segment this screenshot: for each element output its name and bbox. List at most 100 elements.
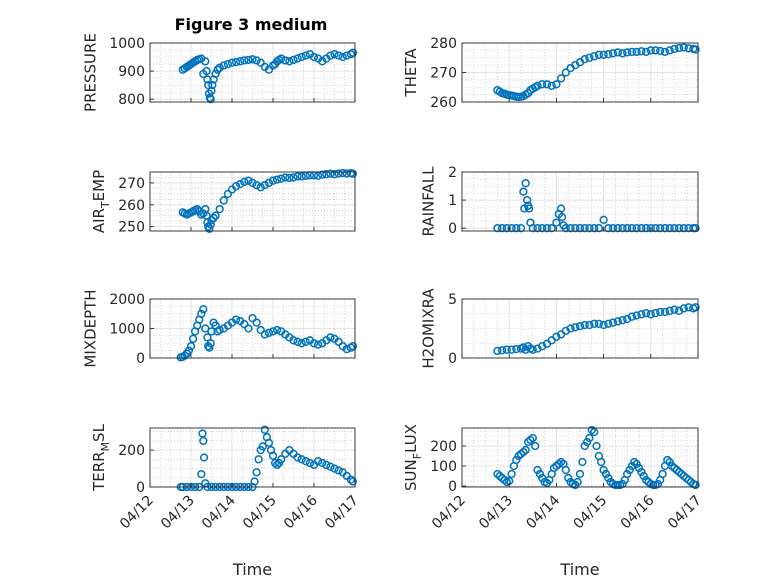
- data-point: [674, 224, 684, 233]
- data-point: [248, 55, 257, 64]
- data-point: [215, 204, 224, 214]
- data-point: [632, 311, 641, 320]
- data-point: [632, 47, 641, 57]
- data-point: [277, 455, 286, 464]
- data-point: [571, 323, 580, 332]
- data-point: [599, 215, 608, 224]
- data-point: [608, 318, 618, 327]
- axes-box: [461, 427, 699, 488]
- data-point: [346, 475, 356, 484]
- data-point: [289, 55, 298, 65]
- data-point: [651, 309, 660, 318]
- data-point: [542, 80, 552, 89]
- y-axis-label: TERRMSL: [90, 423, 112, 492]
- y-axis-label: THETA: [402, 48, 420, 98]
- data-point: [646, 310, 655, 319]
- data-point: [264, 178, 274, 188]
- y-tick-label: 270: [430, 66, 457, 82]
- data-point: [213, 65, 222, 74]
- data-point: [197, 469, 206, 479]
- subplot-mixdepth: 0 1000 2000 MIXDEPTH: [82, 289, 358, 368]
- data-point: [330, 464, 339, 473]
- data-point: [580, 320, 589, 330]
- data-point: [585, 53, 594, 62]
- data-point: [268, 176, 278, 185]
- data-point: [585, 224, 594, 233]
- data-point: [672, 465, 681, 475]
- data-point: [500, 475, 509, 485]
- data-markers: [178, 48, 358, 104]
- data-point: [493, 224, 502, 233]
- y-axis-label: RAINFALL: [419, 166, 437, 237]
- data-point: [665, 224, 674, 233]
- data-point: [240, 319, 249, 329]
- y-axis-label: SUNFLUX: [402, 424, 424, 491]
- data-point: [604, 224, 613, 233]
- y-tick-label: 0: [448, 221, 457, 237]
- data-point: [646, 224, 655, 233]
- data-point: [334, 169, 343, 178]
- data-point: [585, 433, 594, 443]
- subplot-theta: 260 270 280 THETA: [402, 36, 700, 111]
- data-point: [199, 453, 209, 462]
- data-point: [656, 224, 665, 233]
- data-point: [590, 224, 599, 233]
- data-point: [256, 325, 265, 335]
- data-point: [684, 475, 693, 485]
- data-point: [561, 68, 570, 77]
- data-point: [618, 316, 627, 325]
- data-point: [656, 46, 665, 56]
- data-point: [260, 330, 269, 339]
- data-markers: [493, 425, 700, 490]
- data-point: [691, 224, 700, 233]
- y-axis-label: H2OMIXRA: [419, 288, 437, 369]
- data-point: [264, 65, 274, 74]
- y-axis-label: MIXDEPTH: [82, 289, 100, 367]
- data-point: [205, 343, 214, 352]
- subplot-air-temp: 250 260 270 AIRTEMP: [90, 168, 358, 236]
- figure-title: Figure 3 medium: [175, 15, 328, 34]
- data-point: [528, 433, 537, 443]
- data-point: [348, 477, 358, 486]
- data-point: [566, 324, 575, 333]
- data-point: [495, 471, 504, 481]
- data-point: [552, 218, 561, 227]
- data-point: [502, 345, 511, 354]
- data-point: [289, 336, 298, 345]
- axes-box: [461, 171, 699, 232]
- y-axis-label: AIRTEMP: [90, 170, 112, 233]
- data-point: [258, 442, 267, 451]
- y-tick-label: 2000: [109, 292, 145, 308]
- data-point: [533, 81, 542, 90]
- data-point: [674, 43, 684, 53]
- data-point: [618, 49, 627, 58]
- subplot-pressure: 800 900 1000 PRESSURE: [82, 33, 358, 112]
- data-point: [556, 74, 566, 83]
- data-point: [219, 196, 228, 205]
- data-point: [252, 468, 261, 477]
- data-point: [651, 224, 660, 233]
- data-point: [594, 50, 604, 59]
- data-point: [691, 480, 700, 490]
- y-tick-label: 270: [118, 176, 145, 192]
- data-point: [660, 224, 670, 233]
- minor-grid: [150, 43, 355, 102]
- data-point: [522, 195, 532, 205]
- data-point: [538, 224, 547, 233]
- data-point: [641, 224, 651, 233]
- data-point: [208, 80, 217, 90]
- y-tick-label: 0: [136, 351, 145, 367]
- data-point: [180, 351, 189, 360]
- data-point: [627, 47, 637, 57]
- data-point: [348, 48, 358, 57]
- data-point: [301, 457, 310, 466]
- data-point: [613, 317, 622, 326]
- data-point: [493, 346, 502, 356]
- data-point: [223, 59, 233, 69]
- data-point: [186, 342, 196, 351]
- data-point: [277, 174, 286, 183]
- data-point: [184, 346, 194, 355]
- subplot-rainfall: 0 1 2 RAINFALL: [419, 165, 700, 237]
- y-tick-label: 2: [448, 165, 457, 181]
- data-point: [326, 51, 335, 60]
